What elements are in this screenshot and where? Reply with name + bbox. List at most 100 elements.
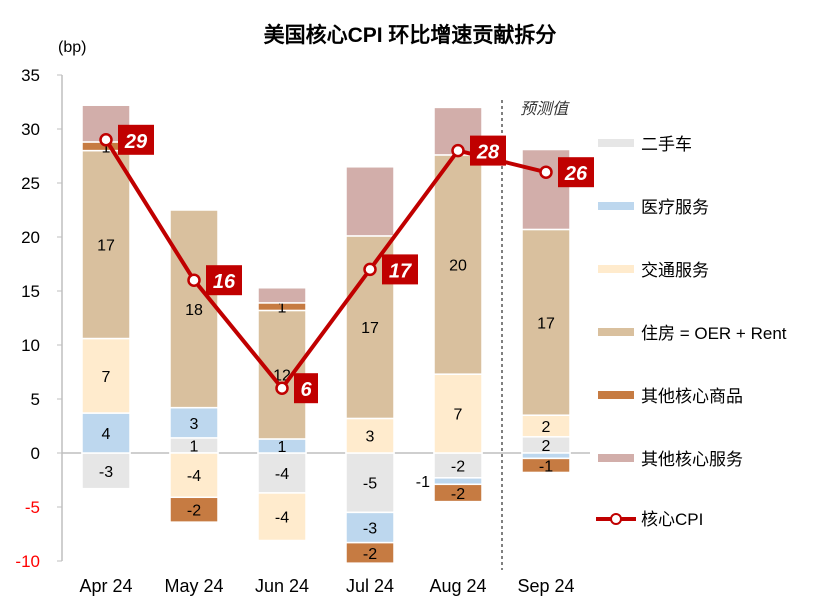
bar-segment <box>521 228 571 416</box>
legend-label: 医疗服务 <box>641 198 709 217</box>
bar-segment <box>169 496 219 523</box>
bar-segment <box>433 477 483 486</box>
y-tick-label: 5 <box>31 390 40 409</box>
y-axis-label: (bp) <box>58 39 86 56</box>
x-tick-label: Aug 24 <box>429 576 486 596</box>
bar-data-label: 1 <box>278 439 287 456</box>
bar-data-label: 1 <box>190 438 199 455</box>
legend-line-marker <box>610 513 622 525</box>
core-cpi-data-label: 26 <box>564 163 588 185</box>
legend-label: 其他核心服务 <box>641 450 743 469</box>
bar-data-label: -3 <box>99 464 113 481</box>
x-tick-label: May 24 <box>164 576 223 596</box>
bar-segment <box>345 417 395 454</box>
y-tick-label: 35 <box>21 66 40 85</box>
y-tick-label: 20 <box>21 228 40 247</box>
core-cpi-label-box <box>470 135 506 166</box>
legend-label: 二手车 <box>641 135 692 154</box>
core-cpi-data-label: 28 <box>476 142 500 164</box>
legend-label: 其他核心商品 <box>641 387 743 406</box>
bar-segment <box>345 166 395 237</box>
legend-label: 核心CPI <box>641 510 703 529</box>
bar-segment <box>81 412 131 454</box>
legend-label: 交通服务 <box>641 261 709 280</box>
bar-data-label: 7 <box>454 407 463 424</box>
core-cpi-data-label: 6 <box>300 379 312 401</box>
y-tick-label: 0 <box>31 444 40 463</box>
chart-title: 美国核心CPI 环比增速贡献拆分 <box>264 23 557 47</box>
core-cpi-point <box>275 381 289 395</box>
bar-segment <box>433 452 483 479</box>
legend-swatch <box>598 391 634 399</box>
bar-segment <box>81 149 131 340</box>
core-cpi-point <box>99 133 113 147</box>
bar-data-label: 3 <box>366 429 375 446</box>
bar-data-label: -1 <box>539 458 553 475</box>
core-cpi-label-box <box>294 373 318 404</box>
y-tick-label: 10 <box>21 336 40 355</box>
bar-data-label: 17 <box>361 320 379 337</box>
bar-data-label: -5 <box>363 476 377 493</box>
x-tick-label: Jun 24 <box>255 576 309 596</box>
legend-label: 住房 = OER + Rent <box>641 324 787 343</box>
legend-swatch <box>598 454 634 462</box>
bar-data-label: 2 <box>542 419 551 436</box>
bar-data-label: 4 <box>102 426 111 443</box>
core-cpi-data-label: 17 <box>389 260 412 282</box>
bar-data-label: 17 <box>97 238 115 255</box>
core-cpi-label-box <box>118 124 154 155</box>
bar-data-label: -1 <box>416 474 430 491</box>
bar-segment <box>81 452 131 490</box>
bar-segment <box>433 154 483 375</box>
bar-segment <box>345 511 395 544</box>
bar-data-label: 2 <box>542 438 551 455</box>
x-tick-label: Sep 24 <box>517 576 574 596</box>
bar-segment <box>345 452 395 514</box>
bar-segment <box>345 541 395 564</box>
bar-data-label: 3 <box>190 416 199 433</box>
bar-data-label: -2 <box>187 503 201 520</box>
core-cpi-label-box <box>558 157 594 188</box>
bar-data-label: -2 <box>451 458 465 475</box>
core-cpi-point <box>451 143 465 158</box>
bar-segment <box>169 452 219 499</box>
bar-segment <box>169 406 219 439</box>
core-cpi-point <box>539 165 553 179</box>
bar-data-label: -3 <box>363 521 377 538</box>
y-tick-label: 25 <box>21 174 40 193</box>
bar-data-label: -4 <box>275 466 289 483</box>
y-tick-label: -10 <box>15 552 40 571</box>
core-cpi-data-label: 29 <box>124 131 148 153</box>
legend-swatch <box>598 202 634 210</box>
legend-swatch <box>598 139 634 147</box>
bar-data-label: -2 <box>363 546 377 563</box>
bar-data-label: 1 <box>102 139 111 156</box>
bar-data-label: -4 <box>275 510 289 527</box>
y-tick-label: -5 <box>25 498 40 517</box>
y-tick-label: 15 <box>21 282 40 301</box>
bar-segment <box>433 483 483 503</box>
core-cpi-label-box <box>206 265 242 296</box>
forecast-annotation: 预测值 <box>520 100 570 118</box>
core-cpi-label-box <box>382 254 418 285</box>
bar-data-label: 1 <box>278 300 287 317</box>
legend-swatch <box>598 265 634 273</box>
y-tick-label: 30 <box>21 120 40 139</box>
bar-data-label: 17 <box>537 315 555 332</box>
bar-segment <box>257 287 307 304</box>
bar-segment <box>257 492 307 542</box>
core-cpi-point <box>363 262 377 277</box>
bar-data-label: -4 <box>187 468 201 485</box>
bar-segment <box>521 457 571 474</box>
bar-segment <box>81 337 131 414</box>
bar-data-label: 20 <box>449 258 467 275</box>
bar-data-label: 18 <box>185 302 203 319</box>
bar-segment <box>433 373 483 454</box>
core-cpi-data-label: 16 <box>213 271 236 293</box>
legend-swatch <box>598 328 634 336</box>
x-tick-label: Apr 24 <box>79 576 132 596</box>
bar-data-label: 7 <box>102 369 111 386</box>
bar-data-label: -2 <box>451 486 465 503</box>
